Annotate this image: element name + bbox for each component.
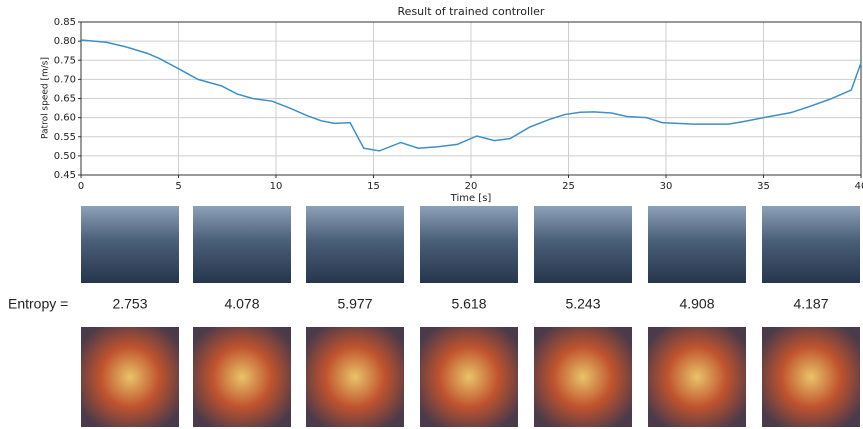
entropy-value: 2.753 <box>112 296 147 312</box>
attention-image <box>81 327 179 427</box>
scene-image <box>762 206 860 283</box>
entropy-value: 5.243 <box>565 296 600 312</box>
entropy-value: 4.078 <box>224 296 259 312</box>
entropy-value: 5.618 <box>451 296 486 312</box>
x-axis-label: Time [s] <box>450 193 492 204</box>
scene-image <box>306 206 404 283</box>
y-tick-label: 0.60 <box>54 113 76 124</box>
y-tick-label: 0.85 <box>54 17 76 28</box>
attention-image <box>420 327 518 427</box>
x-tick-label: 20 <box>465 181 478 192</box>
figure: Result of trained controller Time [s] Pa… <box>0 0 863 429</box>
y-tick-label: 0.80 <box>54 36 76 47</box>
x-tick-label: 5 <box>175 181 181 192</box>
y-tick-label: 0.50 <box>54 151 76 162</box>
y-tick-label: 0.55 <box>54 132 76 143</box>
x-tick-label: 40 <box>855 181 863 192</box>
x-tick-label: 10 <box>270 181 283 192</box>
y-axis-label: Patrol speed [m/s] <box>41 57 51 139</box>
scene-image <box>193 206 291 283</box>
y-tick-label: 0.75 <box>54 55 76 66</box>
attention-image <box>762 327 860 427</box>
attention-image <box>534 327 632 427</box>
chart-title: Result of trained controller <box>398 5 545 18</box>
attention-image <box>193 327 291 427</box>
y-tick-label: 0.70 <box>54 74 76 85</box>
x-tick-label: 30 <box>660 181 673 192</box>
scene-image <box>534 206 632 283</box>
y-tick-label: 0.65 <box>54 94 76 105</box>
entropy-value: 4.187 <box>793 296 828 312</box>
x-tick-label: 25 <box>562 181 575 192</box>
entropy-label: Entropy = <box>8 296 68 312</box>
x-tick-label: 15 <box>367 181 380 192</box>
entropy-value: 5.977 <box>337 296 372 312</box>
scene-image <box>81 206 179 283</box>
x-tick-label: 0 <box>78 181 84 192</box>
x-tick-label: 35 <box>757 181 770 192</box>
entropy-value: 4.908 <box>679 296 714 312</box>
scene-image <box>648 206 746 283</box>
y-tick-label: 0.45 <box>54 170 76 181</box>
attention-image <box>648 327 746 427</box>
scene-image <box>420 206 518 283</box>
attention-image <box>306 327 404 427</box>
